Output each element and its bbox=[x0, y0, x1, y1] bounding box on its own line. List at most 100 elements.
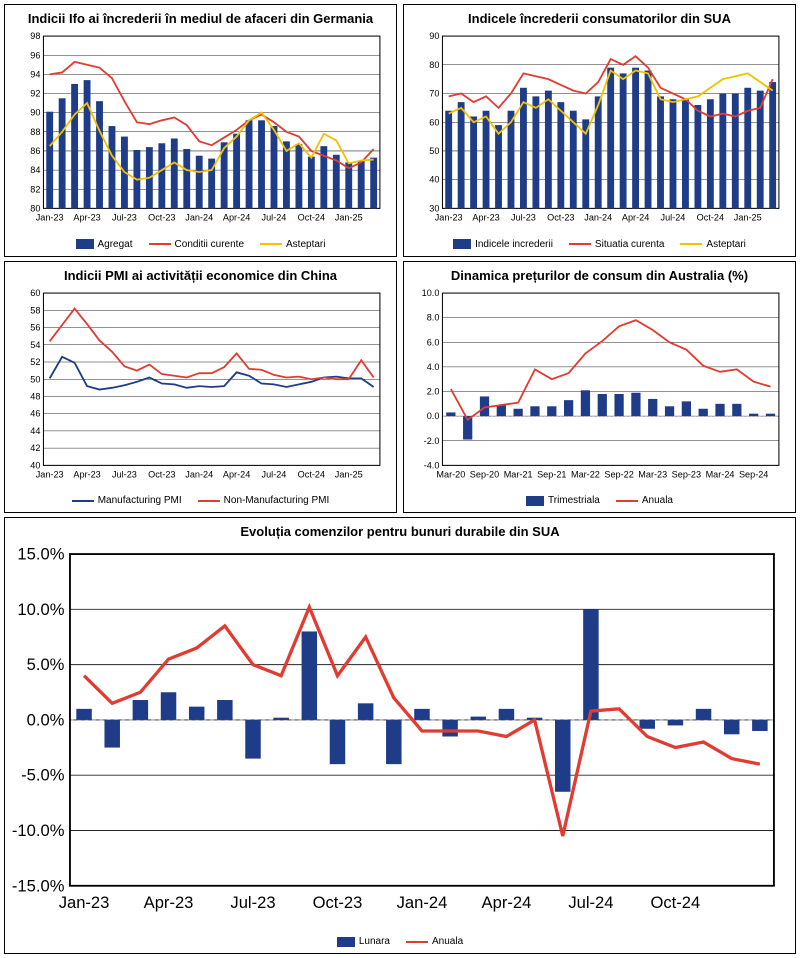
svg-text:86: 86 bbox=[30, 146, 40, 156]
legend-label: Anuala bbox=[642, 495, 673, 506]
svg-text:58: 58 bbox=[30, 305, 40, 315]
svg-text:0.0: 0.0 bbox=[427, 411, 440, 421]
legend-label: Indicele increderii bbox=[475, 239, 553, 250]
legend-item: Non-Manufacturing PMI bbox=[198, 495, 330, 506]
legend-item: Agregat bbox=[76, 239, 133, 250]
svg-text:Oct-23: Oct-23 bbox=[313, 893, 363, 912]
panel-ifo: Indicii Ifo ai încrederii în mediul de a… bbox=[4, 4, 397, 257]
legend-swatch-line bbox=[406, 941, 428, 943]
svg-text:Jul-23: Jul-23 bbox=[112, 469, 137, 479]
plot-durable: -15.0%-10.0%-5.0%0.0%5.0%10.0%15.0%Jan-2… bbox=[5, 541, 795, 932]
svg-text:Jan-24: Jan-24 bbox=[185, 213, 213, 223]
legend-label: Manufacturing PMI bbox=[98, 495, 182, 506]
legend-swatch-line bbox=[198, 500, 220, 502]
svg-text:90: 90 bbox=[30, 108, 40, 118]
legend-swatch-line bbox=[569, 243, 591, 245]
svg-text:Jul-23: Jul-23 bbox=[230, 893, 275, 912]
legend-label: Conditii curente bbox=[175, 239, 244, 250]
legend-ifo: Agregat Conditii curente Asteptari bbox=[5, 235, 396, 256]
svg-text:Mar-23: Mar-23 bbox=[638, 469, 667, 479]
svg-text:2.0: 2.0 bbox=[427, 386, 440, 396]
legend-label: Asteptari bbox=[706, 239, 745, 250]
legend-label: Situatia curenta bbox=[595, 239, 665, 250]
svg-text:Oct-24: Oct-24 bbox=[298, 469, 325, 479]
svg-text:Sep-22: Sep-22 bbox=[604, 469, 633, 479]
svg-text:82: 82 bbox=[30, 184, 40, 194]
svg-text:Apr-23: Apr-23 bbox=[73, 469, 100, 479]
svg-text:Jan-25: Jan-25 bbox=[335, 469, 363, 479]
svg-text:-15.0%: -15.0% bbox=[12, 877, 65, 896]
svg-text:54: 54 bbox=[30, 339, 40, 349]
title-ifo: Indicii Ifo ai încrederii în mediul de a… bbox=[5, 5, 396, 28]
plot-aus: -4.0-2.00.02.04.06.08.010.0Mar-20Sep-20M… bbox=[404, 285, 795, 492]
svg-text:Jan-24: Jan-24 bbox=[185, 469, 213, 479]
panel-pmi: Indicii PMI ai activității economice din… bbox=[4, 261, 397, 514]
legend-swatch-line bbox=[616, 500, 638, 502]
legend-swatch-line bbox=[260, 243, 282, 245]
plot-usconf: 30405060708090Jan-23Apr-23Jul-23Oct-23Ja… bbox=[404, 28, 795, 235]
svg-text:Apr-24: Apr-24 bbox=[223, 469, 250, 479]
legend-usconf: Indicele increderii Situatia curenta Astep… bbox=[404, 235, 795, 256]
legend-swatch-bar bbox=[526, 496, 544, 506]
svg-text:Jul-24: Jul-24 bbox=[262, 213, 287, 223]
svg-text:Jul-23: Jul-23 bbox=[112, 213, 137, 223]
legend-label: Lunara bbox=[359, 936, 390, 947]
legend-item: Manufacturing PMI bbox=[72, 495, 182, 506]
legend-item: Conditii curente bbox=[149, 239, 244, 250]
title-aus: Dinamica prețurilor de consum din Austra… bbox=[404, 262, 795, 285]
svg-text:88: 88 bbox=[30, 127, 40, 137]
svg-text:Jul-24: Jul-24 bbox=[661, 213, 686, 223]
legend-swatch-bar bbox=[337, 937, 355, 947]
legend-swatch-line bbox=[72, 500, 94, 502]
svg-text:-5.0%: -5.0% bbox=[21, 766, 65, 785]
svg-text:Jul-24: Jul-24 bbox=[262, 469, 287, 479]
svg-text:42: 42 bbox=[30, 443, 40, 453]
svg-text:56: 56 bbox=[30, 322, 40, 332]
legend-label: Trimestriala bbox=[548, 495, 600, 506]
svg-text:Apr-23: Apr-23 bbox=[472, 213, 499, 223]
svg-text:60: 60 bbox=[429, 117, 439, 127]
svg-text:Jul-23: Jul-23 bbox=[511, 213, 536, 223]
legend-item: Anuala bbox=[616, 495, 673, 506]
svg-text:52: 52 bbox=[30, 357, 40, 367]
svg-text:44: 44 bbox=[30, 426, 40, 436]
svg-text:92: 92 bbox=[30, 89, 40, 99]
svg-text:Apr-23: Apr-23 bbox=[73, 213, 100, 223]
legend-item: Asteptari bbox=[680, 239, 745, 250]
legend-label: Agregat bbox=[98, 239, 133, 250]
legend-item: Anuala bbox=[406, 936, 463, 947]
svg-text:Sep-21: Sep-21 bbox=[537, 469, 566, 479]
svg-text:90: 90 bbox=[429, 31, 439, 41]
svg-text:10.0%: 10.0% bbox=[17, 600, 64, 619]
svg-text:8.0: 8.0 bbox=[427, 312, 440, 322]
legend-label: Asteptari bbox=[286, 239, 325, 250]
svg-text:Apr-24: Apr-24 bbox=[223, 213, 250, 223]
svg-text:Jan-23: Jan-23 bbox=[435, 213, 463, 223]
legend-swatch-bar bbox=[453, 239, 471, 249]
svg-text:Jan-24: Jan-24 bbox=[397, 893, 448, 912]
svg-text:-10.0%: -10.0% bbox=[12, 821, 65, 840]
svg-text:Mar-21: Mar-21 bbox=[504, 469, 533, 479]
legend-pmi: Manufacturing PMI Non-Manufacturing PMI bbox=[5, 491, 396, 512]
legend-item: Lunara bbox=[337, 936, 390, 947]
legend-item: Indicele increderii bbox=[453, 239, 553, 250]
legend-swatch-line bbox=[680, 243, 702, 245]
legend-swatch-bar bbox=[76, 239, 94, 249]
svg-text:Apr-23: Apr-23 bbox=[144, 893, 194, 912]
svg-text:Apr-24: Apr-24 bbox=[622, 213, 649, 223]
svg-text:Sep-23: Sep-23 bbox=[672, 469, 701, 479]
svg-text:Mar-20: Mar-20 bbox=[436, 469, 465, 479]
svg-text:4.0: 4.0 bbox=[427, 362, 440, 372]
svg-text:Oct-23: Oct-23 bbox=[148, 213, 175, 223]
svg-text:94: 94 bbox=[30, 69, 40, 79]
panel-aus: Dinamica prețurilor de consum din Austra… bbox=[403, 261, 796, 514]
svg-text:Sep-24: Sep-24 bbox=[739, 469, 768, 479]
svg-text:-2.0: -2.0 bbox=[424, 435, 440, 445]
legend-aus: Trimestriala Anuala bbox=[404, 491, 795, 512]
svg-text:40: 40 bbox=[429, 175, 439, 185]
svg-text:Jan-25: Jan-25 bbox=[335, 213, 363, 223]
svg-text:Oct-24: Oct-24 bbox=[651, 893, 701, 912]
svg-text:Oct-23: Oct-23 bbox=[148, 469, 175, 479]
svg-text:Jan-23: Jan-23 bbox=[36, 469, 64, 479]
plot-ifo: 80828486889092949698Jan-23Apr-23Jul-23Oc… bbox=[5, 28, 396, 235]
